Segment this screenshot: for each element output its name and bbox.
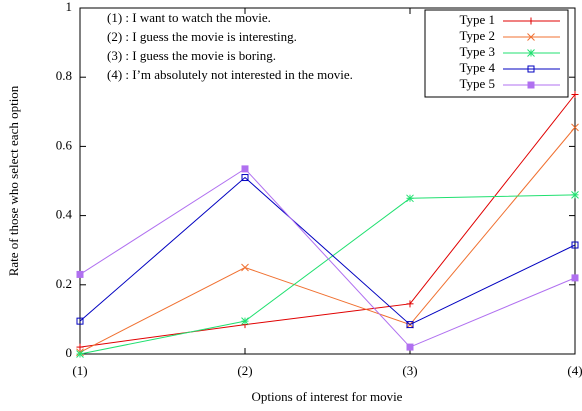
marker [241,165,249,173]
marker-stroke [241,317,249,325]
marker [241,174,249,182]
y-tick-label: 0 [66,345,73,360]
marker-box [76,317,84,325]
series-line [79,94,576,348]
marker-box [571,241,579,249]
marker [241,263,249,272]
marker [406,300,414,308]
legend-label: Type 5 [459,76,495,91]
marker-box [406,321,414,329]
y-tick-label: 0.8 [56,68,72,83]
marker [76,317,84,325]
y-tick-label: 0.6 [56,137,73,152]
x-tick-label: (1) [72,363,87,378]
marker-box [527,81,535,89]
marker [76,350,84,358]
marker-stroke [571,123,579,132]
marker-stroke [527,49,535,57]
marker [241,317,249,325]
legend-label: Type 2 [459,28,495,43]
marker-box [571,274,579,282]
annotation: (4) : I’m absolutely not interested in t… [107,67,353,82]
marker [406,321,414,329]
marker-box [241,165,249,173]
series-line [79,176,576,326]
y-axis-label: Rate of those who select each option [6,85,21,276]
annotation: (2) : I guess the movie is interesting. [107,29,297,44]
marker [527,49,535,57]
legend-label: Type 3 [459,44,495,59]
marker [406,194,414,203]
legend-label: Type 1 [459,12,495,27]
marker-stroke [76,350,84,358]
marker [527,17,535,25]
plot-frame [79,7,576,355]
marker-stroke [527,33,535,41]
marker [571,123,579,132]
y-tick-label: 1 [66,0,73,14]
marker [76,270,84,278]
marker [571,190,579,199]
y-tick-label: 0.4 [56,207,73,222]
series-line [79,127,576,353]
x-axis-label: Options of interest for movie [252,389,403,404]
marker [571,91,579,98]
marker-stroke [241,263,249,272]
annotation: (3) : I guess the movie is boring. [107,48,276,63]
marker-stroke [571,190,579,199]
marker [406,343,414,351]
marker [571,241,579,249]
marker [527,65,535,73]
marker-stroke [406,194,414,203]
marker [76,343,84,351]
y-tick-label: 0.2 [56,276,72,291]
x-tick-label: (3) [402,363,417,378]
legend-label: Type 4 [459,60,495,75]
x-tick-label: (4) [567,363,582,378]
marker-box [406,343,414,351]
marker [571,274,579,282]
annotation: (1) : I want to watch the movie. [107,10,271,25]
series-line [79,168,576,348]
marker [527,81,535,89]
series-line [79,194,576,355]
marker-box [241,174,249,182]
marker-box [76,270,84,278]
marker [527,33,535,41]
x-tick-label: (2) [237,363,252,378]
marker-box [527,65,535,73]
